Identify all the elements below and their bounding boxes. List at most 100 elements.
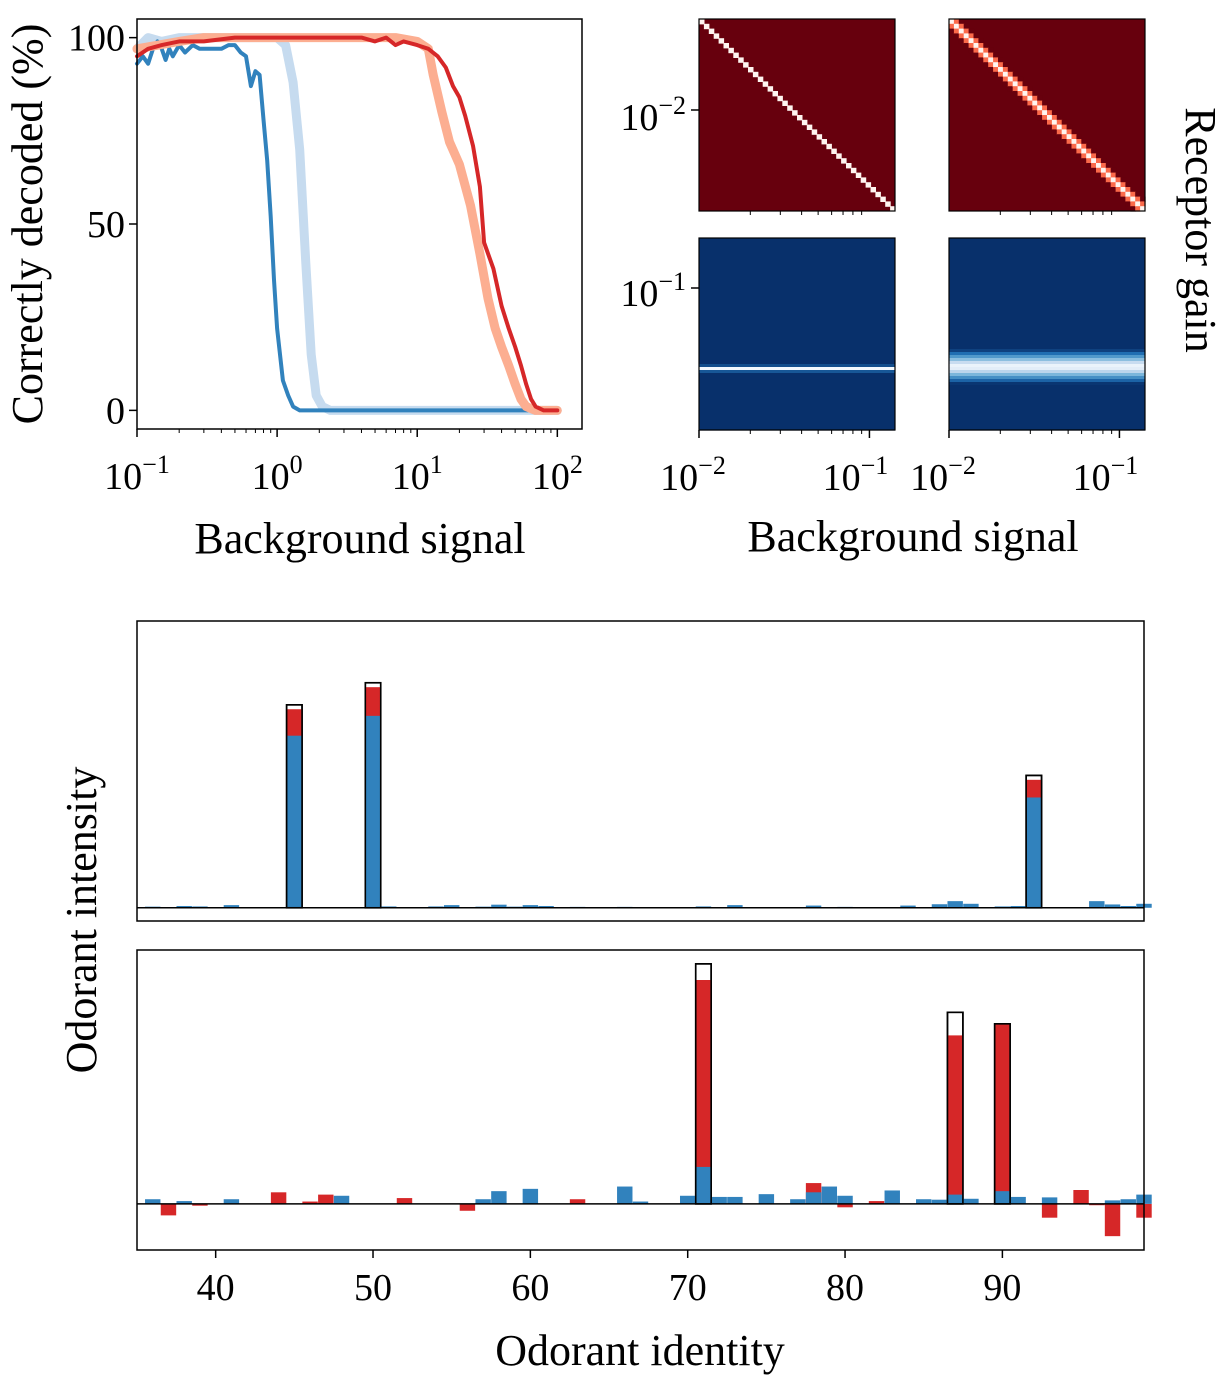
heatmap-row-cell (949, 292, 1145, 296)
decoding-series-group (132, 33, 562, 415)
heatmap-frame (698, 237, 896, 431)
heatmap-cell (885, 201, 891, 207)
heatmap-row-cell (699, 370, 895, 374)
heatmap-cell (1027, 86, 1033, 92)
heatmap-row-cell (699, 334, 895, 338)
blue-estimate-bar (679, 1195, 696, 1204)
heatmap-cell (841, 158, 847, 164)
heatmap-cell (767, 86, 774, 92)
heatmap-y-tick-label-bottom: 10−1 (620, 267, 686, 315)
heatmap-row-cell (699, 295, 895, 299)
heatmap-row-cell (949, 280, 1145, 284)
heatmap-row-cell (699, 409, 895, 413)
blue-estimate-bar (1041, 1197, 1058, 1204)
heatmap-cell (953, 23, 960, 30)
heatmap-cell (855, 172, 862, 178)
heatmap-cell (1110, 167, 1117, 174)
heatmap-cell (958, 19, 965, 25)
heatmap-cell (1140, 196, 1146, 202)
blue-estimate-bar (727, 1196, 743, 1204)
heatmap-cell (1066, 139, 1073, 145)
heatmap-cell (1110, 182, 1117, 188)
decoding-line-chart: 10−1 100 101 102 0 50 100 Background signal Co… (3, 18, 583, 563)
heatmap-cell (1086, 153, 1092, 159)
heatmap-x-tick-label-1-1: 10−1 (1073, 451, 1139, 499)
heatmap-row-cell (949, 352, 1145, 356)
heatmap-row-cell (949, 238, 1145, 242)
heatmap-row-cell (949, 427, 1145, 431)
heatmap-cell (1125, 182, 1131, 188)
heatmap-row-cell (699, 349, 895, 353)
heatmap-cell (1007, 76, 1014, 82)
heatmap-cell (1051, 124, 1058, 130)
heatmap-panel-bottom-right (948, 237, 1146, 431)
blue-estimate-bar (821, 1186, 838, 1204)
heatmap-cell (1105, 177, 1112, 183)
heatmap-row-cell (949, 409, 1145, 413)
heatmap-row-cell (699, 268, 895, 272)
heatmap-cell (973, 47, 979, 54)
red-estimate-bar (569, 1199, 586, 1204)
heatmap-row-cell (699, 271, 895, 275)
heatmap-cell (1081, 158, 1087, 164)
heatmap-cell (748, 67, 754, 73)
heatmap-y-tick-label-top: 10−2 (620, 91, 686, 139)
red-estimate-bar (994, 1023, 1011, 1204)
heatmap-row-cell (699, 283, 895, 287)
heatmap-cell (1032, 110, 1038, 116)
blue-estimate-bar (491, 1191, 507, 1204)
heatmap-cell (1017, 76, 1024, 82)
heatmap-row-cell (699, 367, 895, 371)
heatmap-row-cell (949, 406, 1145, 410)
heatmap-row-cell (699, 427, 895, 431)
heatmap-row-cell (699, 415, 895, 419)
heatmap-cell (1027, 105, 1033, 111)
heatmap-cell (1042, 115, 1048, 121)
blue-estimate-bar (1010, 1196, 1026, 1204)
heatmap-row-cell (949, 364, 1145, 368)
heatmap-x-tick-label-0-0: 10−2 (660, 451, 726, 499)
heatmap-row-cell (699, 250, 895, 254)
bars-x-tick-label-4: 80 (826, 1267, 864, 1309)
heatmap-cell (1081, 139, 1087, 145)
line-chart-ticks: 10−1 100 101 102 0 50 100 (68, 18, 583, 498)
heatmap-cell (1125, 196, 1131, 202)
heatmap-ticks: 10−2 10−2 10−1 10−1 10−2 10−1 (620, 91, 1138, 499)
heatmap-cell (1130, 206, 1136, 212)
heatmap-cell (963, 43, 970, 49)
heatmap-cell (1056, 129, 1063, 135)
red-estimate-bar (1041, 1203, 1058, 1218)
heatmap-cell (968, 47, 975, 54)
heatmap-cell (1051, 115, 1058, 121)
blue-estimate-bar (1120, 1199, 1136, 1204)
heatmap-cell (958, 23, 965, 30)
red-estimate-bar (947, 1035, 963, 1204)
heatmap-cell (1061, 119, 1068, 126)
heatmap-cell (1012, 71, 1019, 78)
heatmap-cell (1012, 91, 1019, 97)
heatmap-row-cell (949, 391, 1145, 395)
heatmap-cell (1081, 153, 1087, 159)
bars-xlabel: Odorant identity (495, 1326, 785, 1375)
heatmap-row-cell (699, 277, 895, 281)
bars-x-tick-label-5: 90 (983, 1267, 1021, 1309)
heatmap-row-cell (949, 268, 1145, 272)
red-estimate-bar (695, 980, 712, 1204)
blue-estimate-bar (837, 1195, 853, 1204)
heatmap-cell (1002, 67, 1009, 73)
heatmap-cell (1120, 182, 1126, 188)
heatmap-row-cell (949, 376, 1145, 380)
heatmap-row-cell (699, 238, 895, 242)
heatmap-cell (1100, 177, 1107, 183)
heatmap-row-cell (949, 286, 1145, 290)
x-tick-label-3: 102 (532, 450, 583, 498)
heatmap-cell (846, 163, 852, 169)
heatmap-cell (880, 196, 886, 202)
blue-estimate-bar (176, 1201, 192, 1204)
heatmap-cell (1017, 91, 1024, 97)
heatmap-row-cell (699, 412, 895, 416)
heatmap-cell (1042, 110, 1048, 116)
heatmap-cell (1042, 119, 1048, 126)
odorant-panel-frame (136, 949, 1145, 1251)
heatmap-cell (1076, 148, 1082, 154)
